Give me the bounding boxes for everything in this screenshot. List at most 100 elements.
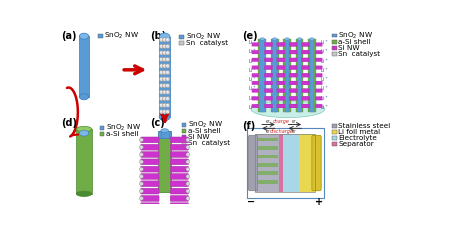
Circle shape: [166, 39, 168, 40]
Text: Li$^+$: Li$^+$: [247, 103, 257, 112]
Bar: [332, 124, 337, 128]
Text: (f): (f): [242, 121, 255, 131]
Text: Li$^+$: Li$^+$: [247, 75, 257, 84]
Text: (b): (b): [150, 30, 166, 41]
Bar: [258, 39, 266, 112]
Text: Li$^+$: Li$^+$: [247, 38, 257, 47]
FancyBboxPatch shape: [266, 73, 273, 77]
FancyBboxPatch shape: [316, 66, 322, 69]
Bar: [98, 34, 103, 38]
Bar: [182, 129, 186, 133]
Circle shape: [163, 38, 167, 42]
FancyBboxPatch shape: [289, 89, 296, 93]
Circle shape: [139, 182, 143, 186]
Bar: [182, 142, 186, 145]
FancyBboxPatch shape: [141, 166, 159, 172]
Text: Sn  catalyst: Sn catalyst: [186, 40, 228, 46]
Ellipse shape: [76, 191, 92, 196]
Circle shape: [160, 71, 162, 73]
FancyBboxPatch shape: [277, 43, 283, 46]
Circle shape: [163, 103, 167, 107]
Text: a-Si shell: a-Si shell: [188, 128, 220, 134]
Text: Li$^+$: Li$^+$: [319, 38, 329, 47]
Circle shape: [166, 104, 168, 105]
Bar: [296, 39, 303, 112]
FancyBboxPatch shape: [264, 89, 271, 93]
Circle shape: [186, 196, 190, 200]
FancyBboxPatch shape: [141, 159, 159, 165]
Circle shape: [165, 97, 170, 101]
FancyBboxPatch shape: [264, 73, 271, 77]
FancyBboxPatch shape: [301, 89, 308, 93]
Circle shape: [160, 85, 162, 86]
FancyBboxPatch shape: [252, 58, 259, 62]
Circle shape: [159, 70, 164, 75]
FancyBboxPatch shape: [141, 137, 159, 143]
Circle shape: [164, 98, 165, 99]
Text: Si NW: Si NW: [338, 45, 360, 51]
Bar: [332, 130, 337, 134]
FancyBboxPatch shape: [278, 73, 285, 77]
FancyBboxPatch shape: [303, 58, 310, 62]
FancyBboxPatch shape: [264, 81, 271, 85]
FancyBboxPatch shape: [278, 96, 285, 100]
Text: e⁻: e⁻: [292, 129, 298, 134]
Circle shape: [160, 111, 162, 112]
Text: (e): (e): [242, 30, 258, 41]
FancyBboxPatch shape: [170, 188, 189, 194]
FancyBboxPatch shape: [303, 96, 310, 100]
Bar: [256, 138, 278, 142]
Bar: [255, 134, 279, 192]
Bar: [297, 39, 302, 112]
Ellipse shape: [159, 113, 170, 121]
FancyBboxPatch shape: [278, 81, 285, 85]
Text: e⁻: e⁻: [266, 119, 271, 124]
Text: Li$^+$: Li$^+$: [319, 66, 329, 75]
FancyBboxPatch shape: [301, 50, 308, 54]
Text: (d): (d): [62, 117, 78, 128]
Circle shape: [163, 110, 167, 114]
Circle shape: [186, 145, 190, 149]
Circle shape: [139, 138, 143, 142]
FancyBboxPatch shape: [264, 58, 271, 62]
FancyBboxPatch shape: [264, 104, 271, 108]
Text: charge: charge: [273, 119, 290, 124]
Text: a-Si shell: a-Si shell: [106, 131, 138, 137]
FancyBboxPatch shape: [170, 196, 189, 201]
Circle shape: [159, 83, 164, 88]
Circle shape: [164, 39, 165, 40]
FancyBboxPatch shape: [289, 66, 296, 69]
Circle shape: [164, 78, 165, 79]
Text: (a): (a): [62, 30, 77, 41]
FancyBboxPatch shape: [277, 104, 283, 108]
Bar: [159, 37, 170, 117]
Circle shape: [165, 110, 170, 114]
FancyBboxPatch shape: [252, 50, 259, 54]
FancyBboxPatch shape: [252, 96, 259, 100]
Ellipse shape: [80, 33, 89, 39]
Circle shape: [159, 90, 164, 94]
Circle shape: [159, 57, 164, 62]
FancyBboxPatch shape: [312, 135, 321, 191]
Bar: [332, 52, 337, 56]
FancyBboxPatch shape: [316, 73, 322, 77]
Circle shape: [159, 38, 164, 42]
Circle shape: [163, 64, 167, 68]
FancyBboxPatch shape: [264, 50, 271, 54]
Circle shape: [166, 78, 168, 79]
Text: a-Si shell: a-Si shell: [338, 39, 371, 45]
FancyBboxPatch shape: [301, 73, 308, 77]
Circle shape: [164, 52, 165, 53]
Circle shape: [166, 98, 168, 99]
FancyBboxPatch shape: [301, 43, 308, 46]
FancyBboxPatch shape: [316, 81, 322, 85]
Ellipse shape: [80, 189, 89, 195]
FancyBboxPatch shape: [289, 73, 296, 77]
Bar: [310, 39, 314, 112]
Circle shape: [160, 58, 162, 60]
Bar: [158, 138, 171, 192]
FancyBboxPatch shape: [266, 96, 273, 100]
FancyBboxPatch shape: [316, 43, 322, 46]
Circle shape: [160, 65, 162, 66]
Circle shape: [139, 196, 143, 200]
